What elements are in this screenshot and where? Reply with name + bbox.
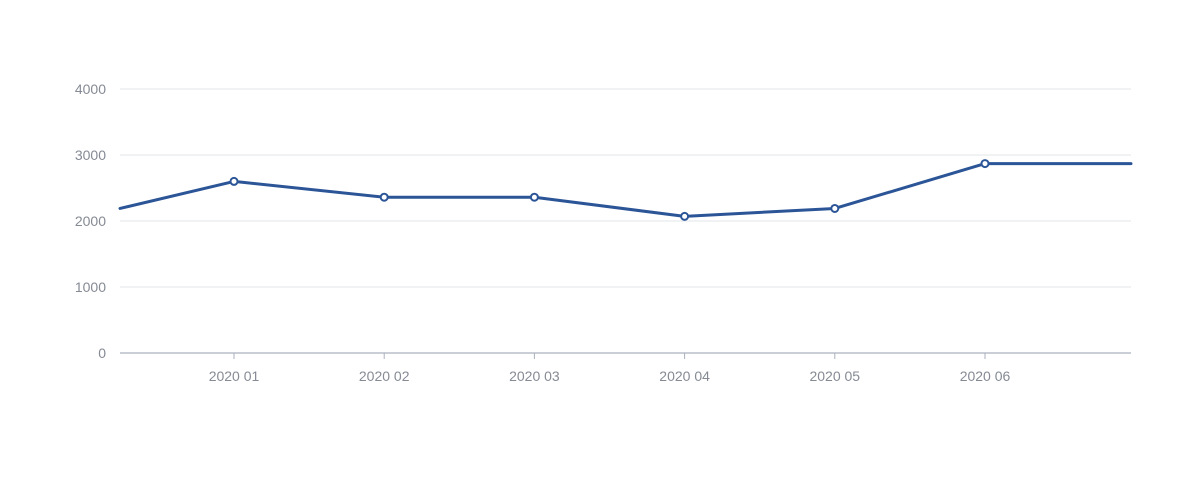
- grid-layer: [120, 88, 1131, 288]
- x-tick-label-1: 2020 01: [209, 368, 260, 384]
- data-point-3[interactable]: [529, 192, 539, 202]
- y-tick-label-3000: 3000: [75, 147, 106, 163]
- y-tick-label-1000: 1000: [75, 279, 106, 295]
- y-tick-label-0: 0: [98, 345, 106, 361]
- data-point-2[interactable]: [379, 192, 389, 202]
- data-point-4[interactable]: [680, 211, 690, 221]
- y-tick-label-4000: 4000: [75, 81, 106, 97]
- label-layer: 0 1000 2000 3000 4000 2020 01 2020 02 2020 03 20…: [75, 81, 1011, 384]
- x-tick-label-2: 2020 02: [359, 368, 410, 384]
- data-point-5[interactable]: [830, 203, 840, 213]
- series-line-1: [118, 162, 1133, 218]
- axis-layer: [120, 352, 1131, 359]
- x-tick-label-3: 2020 03: [509, 368, 560, 384]
- x-tick-label-5: 2020 05: [809, 368, 860, 384]
- data-point-1[interactable]: [229, 176, 239, 186]
- x-tick-label-4: 2020 04: [659, 368, 710, 384]
- y-tick-label-2000: 2000: [75, 213, 106, 229]
- series-layer: [118, 159, 1133, 221]
- data-point-6[interactable]: [980, 159, 990, 169]
- x-tick-label-6: 2020 06: [960, 368, 1011, 384]
